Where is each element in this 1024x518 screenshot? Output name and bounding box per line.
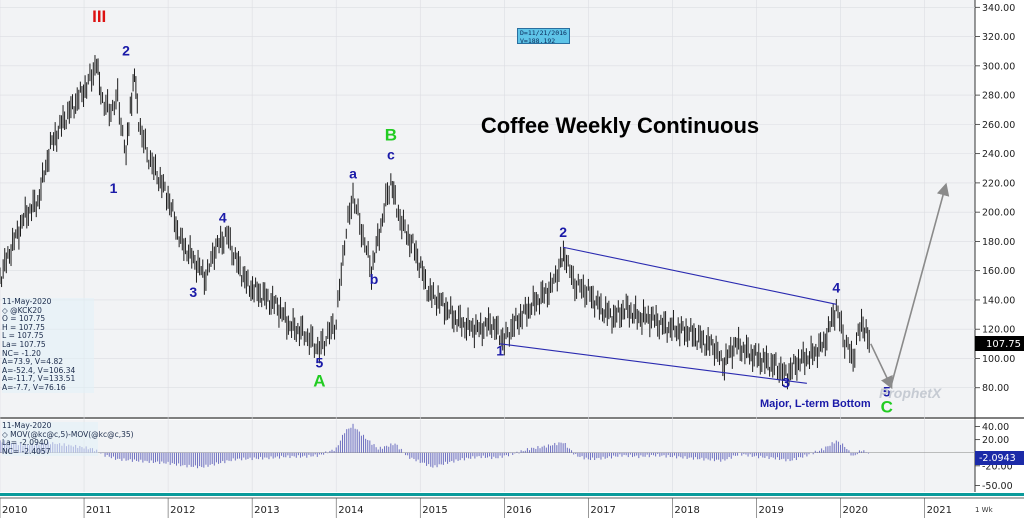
wave-label: 5 (883, 384, 891, 400)
y-tick-label: 220.00 (982, 178, 1015, 189)
x-tick-label: 2020 (843, 505, 868, 516)
osc-net-change: NC= -2.4057 (2, 446, 51, 456)
info-a1: A=73.9, V=4.82 (2, 357, 63, 367)
info-symbol: ◇ @KCK20 (2, 305, 94, 316)
y-tick-label: 260.00 (982, 120, 1015, 131)
y-tick-label: 300.00 (982, 61, 1015, 72)
osc-current-label: -2.0943 (979, 453, 1016, 464)
y-tick-label: 320.00 (982, 32, 1015, 43)
info-a4: A=-7.7, V=76.16 (2, 382, 66, 392)
prophetx-watermark: ProphetX (879, 385, 942, 401)
cursor-readout: D=11/21/2016 V=188.192 (517, 28, 570, 44)
y-tick-label: 200.00 (982, 208, 1015, 219)
y-tick-label: 140.00 (982, 295, 1015, 306)
x-tick-label: 2013 (254, 505, 279, 516)
osc-last: La= -2.0940 (2, 438, 49, 448)
wave-label: 3 (782, 375, 790, 391)
osc-label-row: ◇ MOV(@kc@c,5)-MOV(@kc@c,35) (2, 429, 134, 440)
projection-arrow (870, 343, 893, 390)
wave-label: A (313, 371, 325, 390)
info-symbol-text: @KCK20 (10, 305, 42, 315)
wave-label: c (387, 146, 395, 162)
diamond-icon: ◇ (2, 305, 8, 315)
osc-tick-label: -20.00 (982, 461, 1013, 472)
y-tick-label: 80.00 (982, 383, 1009, 394)
x-tick-label: 2010 (2, 505, 27, 516)
wave-label: 4 (219, 209, 227, 225)
y-tick-label: 240.00 (982, 149, 1015, 160)
x-tick-label: 2016 (506, 505, 531, 516)
cursor-value: V=188.192 (520, 36, 556, 45)
channel-line (563, 246, 837, 305)
y-tick-label: 180.00 (982, 237, 1015, 248)
projection-arrow (890, 182, 950, 387)
y-tick-label: 160.00 (982, 266, 1015, 277)
x-tick-label: 2019 (758, 505, 783, 516)
wave-label: B (385, 125, 397, 144)
wave-label: 4 (832, 280, 840, 296)
channel-line (500, 343, 807, 384)
wave-label: b (370, 271, 379, 287)
x-tick-label: 2018 (674, 505, 699, 516)
time-strip (0, 493, 1024, 496)
price-pane (0, 0, 975, 417)
info-open: O = 107.75 (2, 314, 46, 324)
osc-tick-label: -50.00 (982, 481, 1013, 492)
wave-label: 1 (496, 343, 504, 359)
cursor-date: D=11/21/2016 (520, 29, 567, 37)
osc-label: MOV(@kc@c,5)-MOV(@kc@c,35) (10, 429, 134, 439)
chart-title: Coffee Weekly Continuous (481, 113, 759, 138)
x-tick-label: 2021 (927, 505, 952, 516)
diamond-icon: ◇ (2, 429, 8, 439)
osc-tick-label: 20.00 (982, 435, 1009, 446)
wave-label: 2 (122, 43, 130, 59)
info-net-change: NC= -1.20 (2, 348, 41, 358)
info-a3: A=-11.7, V=133.51 (2, 374, 76, 384)
info-a2: A=-52.4, V=106.34 (2, 365, 76, 375)
osc-current-box (975, 451, 1024, 465)
info-last: La= 107.75 (2, 339, 46, 349)
wave-label: III (92, 7, 106, 26)
osc-tick-label: 40.00 (982, 422, 1009, 433)
wave-label: 5 (315, 354, 323, 370)
y-tick-label: 340.00 (982, 3, 1015, 14)
last-price-box (975, 336, 1024, 351)
period-label: 1 Wk (975, 506, 993, 514)
x-tick-label: 2015 (422, 505, 447, 516)
x-tick-label: 2017 (590, 505, 615, 516)
x-tick-label: 2011 (86, 505, 111, 516)
oscillator-info-panel: 11-May-2020 ◇ MOV(@kc@c,5)-MOV(@kc@c,35)… (2, 421, 134, 457)
osc-date: 11-May-2020 (2, 421, 52, 430)
y-tick-label: 280.00 (982, 91, 1015, 102)
wave-label: 2 (559, 224, 567, 240)
wave-label: 1 (110, 180, 118, 196)
annotation-label: Major, L-term Bottom (760, 398, 871, 410)
info-high: H = 107.75 (2, 322, 45, 332)
wave-label: C (881, 398, 893, 417)
wave-label: 3 (189, 284, 197, 300)
wave-label: a (349, 166, 357, 182)
info-date: 11-May-2020 (2, 297, 52, 306)
x-tick-label: 2014 (338, 505, 363, 516)
y-tick-label: 100.00 (982, 354, 1015, 365)
x-tick-label: 2012 (170, 505, 195, 516)
info-low: L = 107.75 (2, 331, 44, 341)
price-info-panel: 11-May-2020 ◇ @KCK20 O = 107.75 H = 107.… (2, 297, 94, 393)
y-tick-label: 120.00 (982, 325, 1015, 336)
last-price-label: 107.75 (986, 339, 1021, 350)
